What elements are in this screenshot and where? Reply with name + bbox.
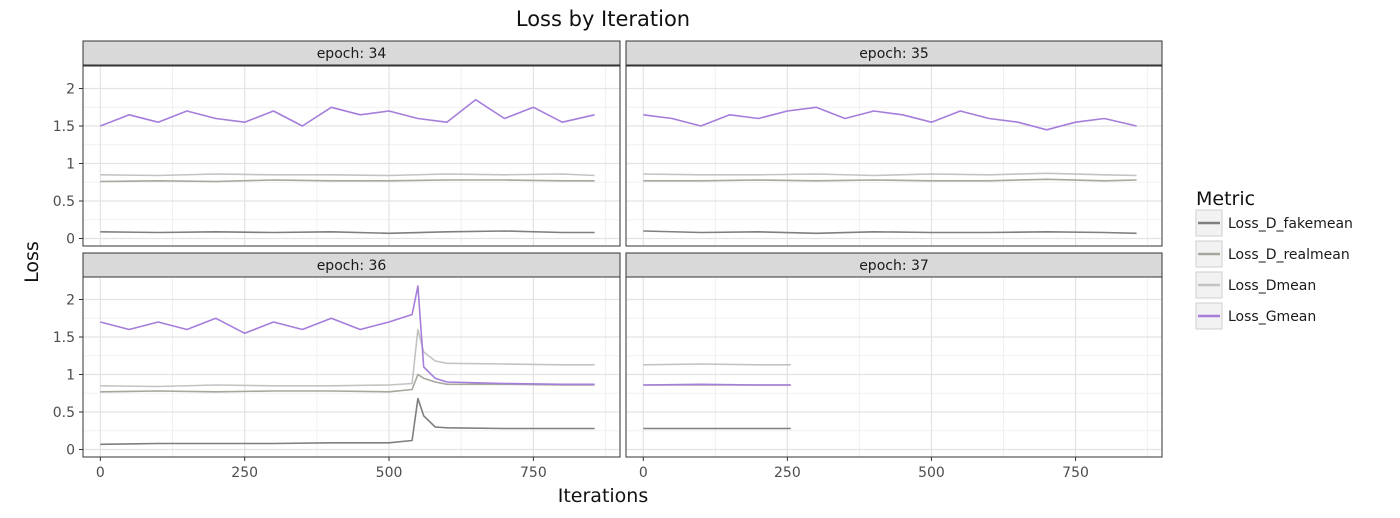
facet-panel: epoch: 34 0 0.5 1 1.5 2	[53, 40, 621, 248]
legend-label: Loss_Gmean	[1228, 309, 1316, 325]
x-tick-label: 500	[918, 465, 945, 481]
series-line-loss-dmean	[643, 172, 1137, 177]
x-tick-label: 0	[96, 465, 105, 481]
y-tick-label: 1.5	[53, 119, 75, 135]
series-line-loss-d-fakemean	[100, 397, 595, 446]
facet-strip	[82, 252, 621, 278]
facet-panels: epoch: 34 0 0.5 1 1.5 2 epoch: 35 epoch: 36 0 0.5…	[53, 40, 1163, 481]
series-line-loss-d-fakemean	[100, 230, 595, 235]
y-tick-label: 0.5	[53, 405, 75, 421]
facet-strip	[625, 252, 1163, 278]
series-line-loss-gmean	[643, 106, 1137, 131]
panel-background	[83, 66, 620, 246]
panel-border	[82, 65, 621, 247]
legend-item: Loss_D_fakemean	[1195, 209, 1353, 237]
legend-item: Loss_Gmean	[1195, 302, 1316, 330]
series-line-loss-d-realmean	[100, 179, 595, 183]
series-line-loss-gmean	[100, 98, 595, 127]
facet-strip	[82, 40, 621, 66]
y-tick-label: 2	[66, 293, 75, 309]
series-line-loss-d-fakemean	[643, 230, 1137, 235]
y-tick-label: 0.5	[53, 194, 75, 210]
facet-panel: epoch: 35	[625, 40, 1163, 247]
panel-background	[626, 66, 1162, 246]
legend-item: Loss_D_realmean	[1195, 240, 1350, 268]
panel-background	[83, 277, 620, 457]
x-tick-label: 0	[639, 465, 648, 481]
chart-title: Loss by Iteration	[516, 7, 690, 31]
series-line-loss-d-realmean	[643, 178, 1137, 182]
facet-strip-label: epoch: 35	[859, 46, 929, 62]
x-tick-label: 500	[376, 465, 403, 481]
facet-panel: epoch: 36 0 0.5 1 1.5 2 0 250 500 750	[53, 252, 621, 481]
facet-panel: epoch: 37 0 250 500 750	[625, 252, 1163, 481]
series-line-loss-dmean	[100, 328, 595, 388]
series-line-loss-dmean	[100, 173, 595, 177]
series-line-loss-gmean	[643, 383, 791, 386]
x-tick-label: 250	[231, 465, 258, 481]
x-tick-label: 750	[520, 465, 547, 481]
series-line-loss-dmean	[643, 363, 791, 366]
panel-background	[626, 277, 1162, 457]
series-line-loss-d-realmean	[100, 373, 595, 393]
series-line-loss-gmean	[100, 285, 595, 386]
x-tick-label: 750	[1062, 465, 1089, 481]
y-tick-label: 1.5	[53, 330, 75, 346]
y-tick-label: 0	[66, 232, 75, 248]
y-tick-label: 1	[66, 157, 75, 173]
y-axis-title: Loss	[21, 241, 43, 283]
legend-label: Loss_D_realmean	[1228, 247, 1350, 263]
legend-items: Loss_D_fakemean Loss_D_realmean Loss_Dmean…	[1195, 209, 1353, 330]
facet-strip-label: epoch: 34	[317, 46, 387, 62]
legend: Metric Loss_D_fakemeanLoss_D_realmeanLos…	[1195, 188, 1353, 330]
facet-strip	[625, 40, 1163, 66]
facet-strip-label: epoch: 36	[317, 258, 387, 274]
panel-border	[625, 276, 1163, 458]
y-tick-label: 2	[66, 82, 75, 98]
x-tick-label: 250	[774, 465, 801, 481]
y-tick-label: 0	[66, 443, 75, 459]
legend-item: Loss_Dmean	[1195, 271, 1316, 299]
legend-title: Metric	[1196, 188, 1255, 210]
x-axis-title: Iterations	[558, 485, 649, 507]
legend-label: Loss_D_fakemean	[1228, 216, 1353, 232]
panel-border	[625, 65, 1163, 247]
y-tick-label: 1	[66, 368, 75, 384]
panel-border	[82, 276, 621, 458]
facet-strip-label: epoch: 37	[859, 258, 929, 274]
legend-label: Loss_Dmean	[1228, 278, 1316, 294]
